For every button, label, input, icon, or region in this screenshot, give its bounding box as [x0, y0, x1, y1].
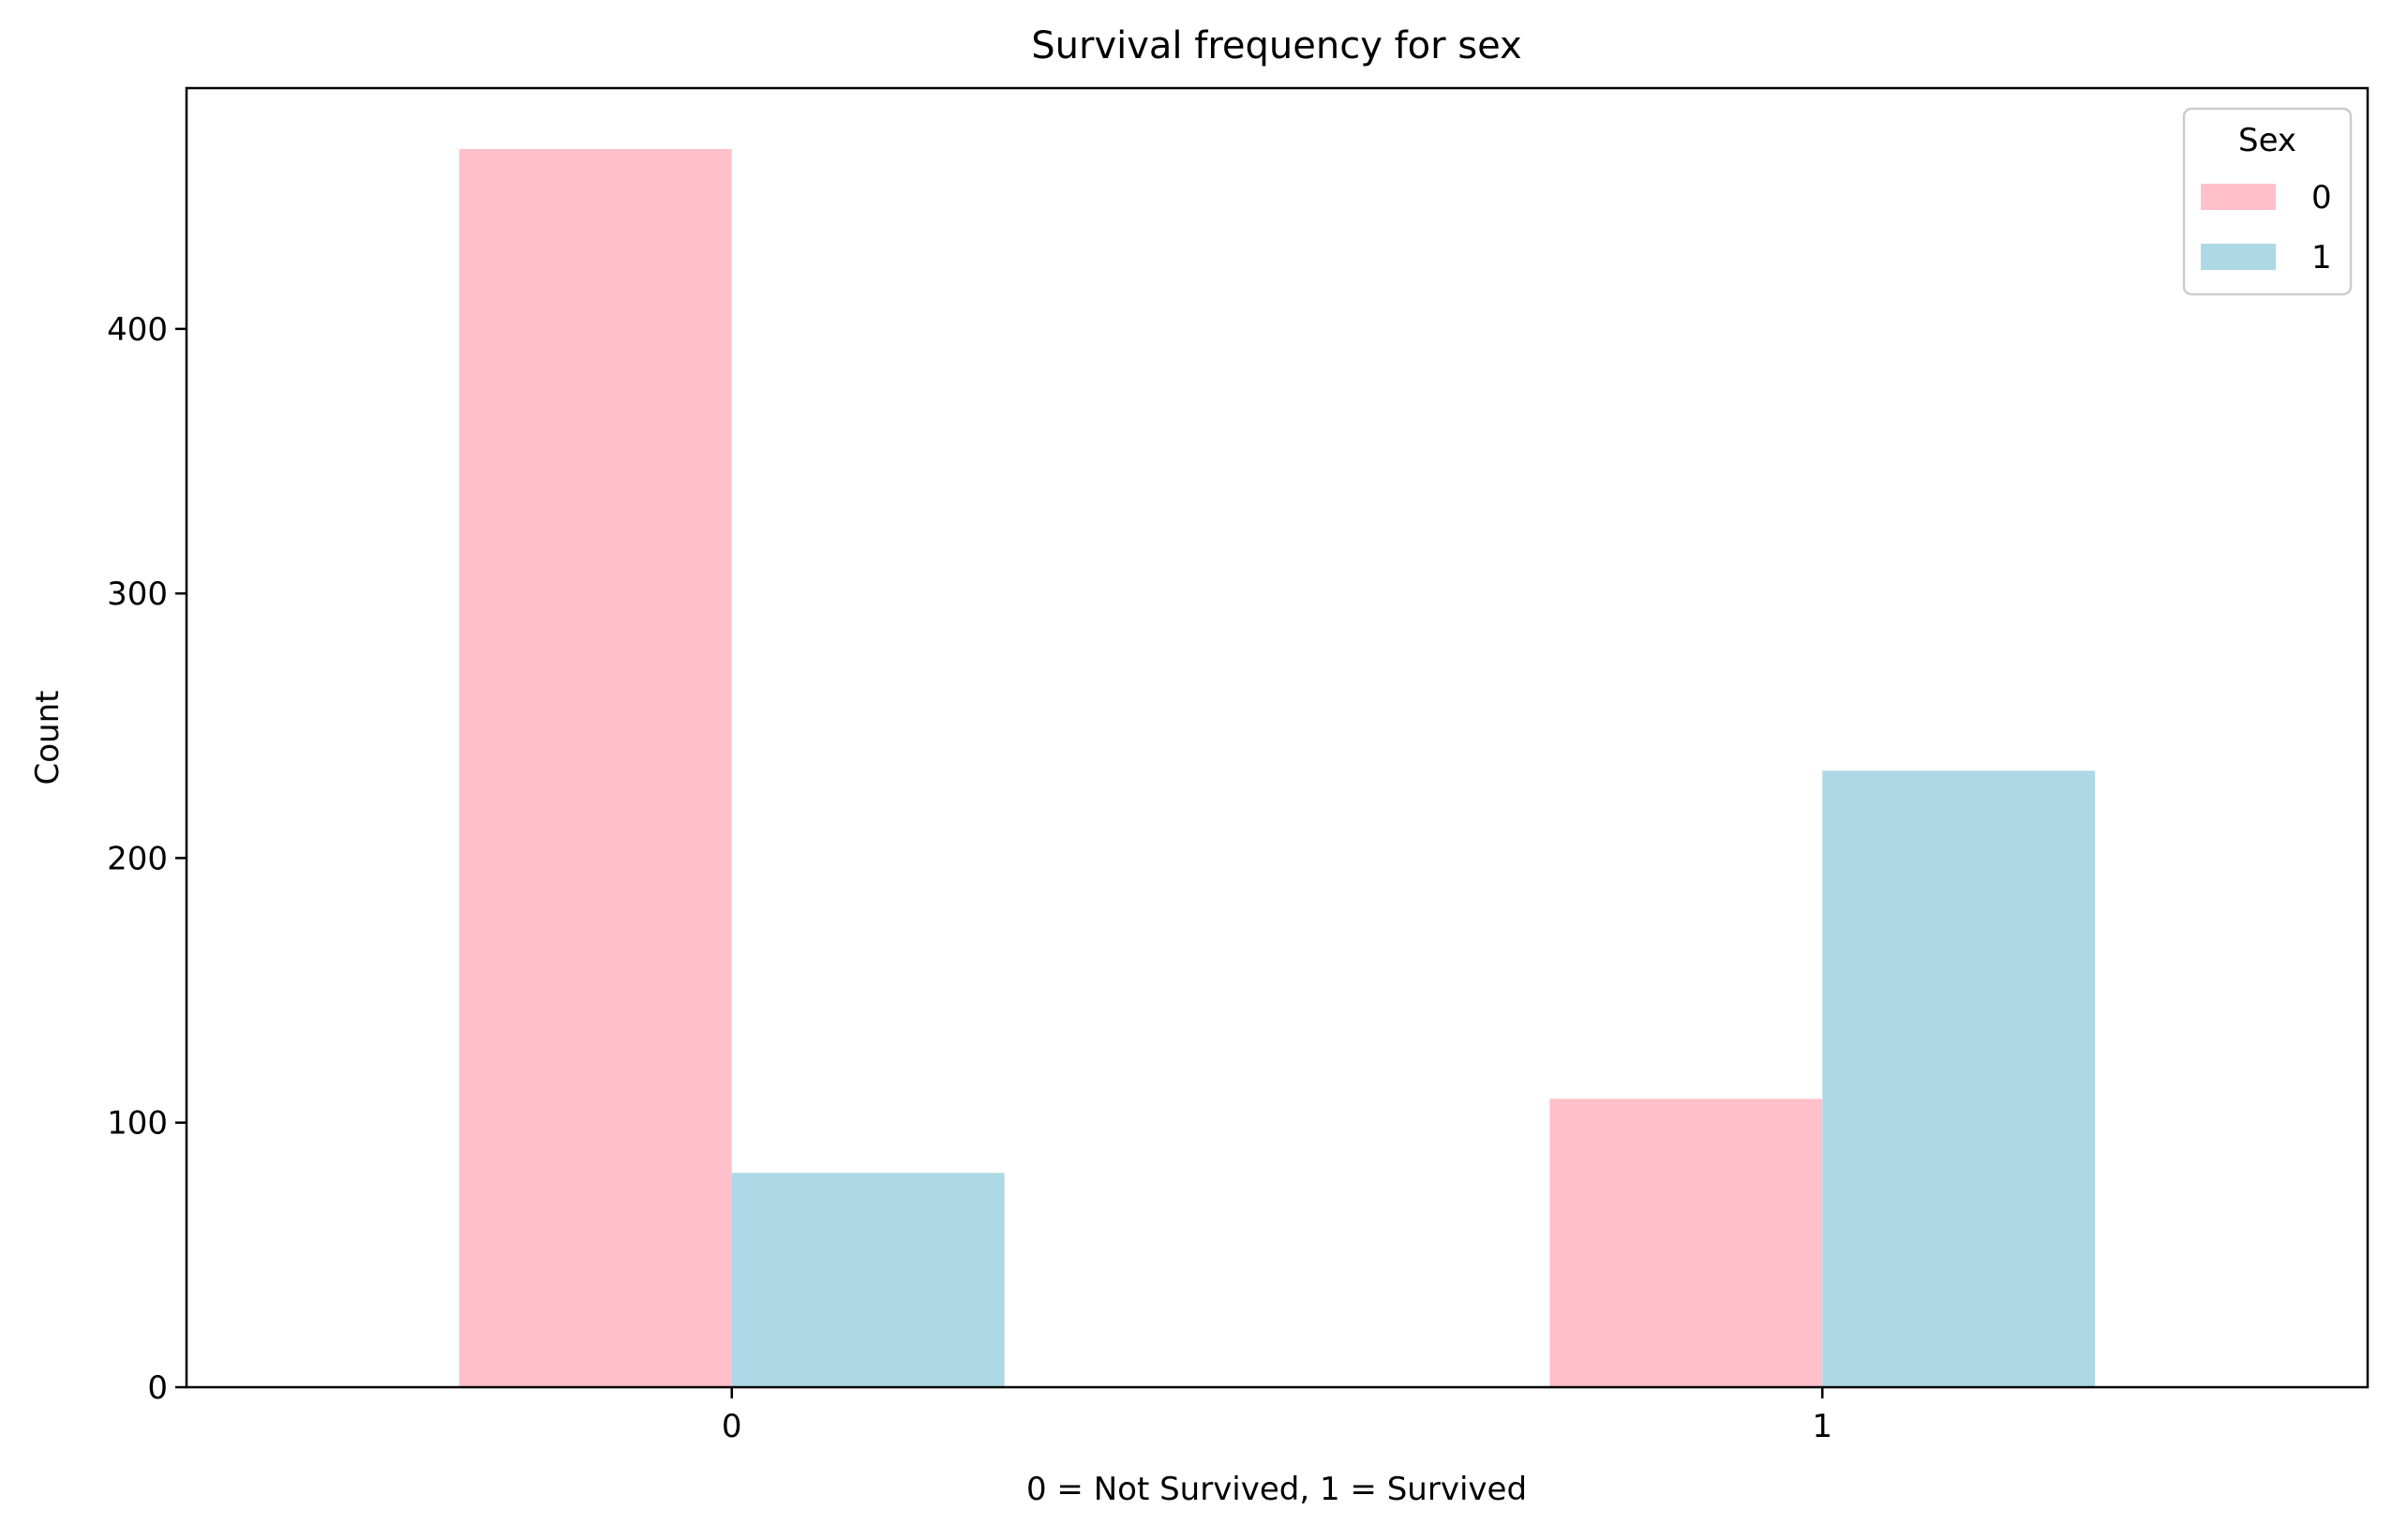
legend-swatch-series-1 — [2201, 244, 2276, 270]
legend-label-series-0: 0 — [2311, 179, 2332, 217]
bars-layer — [458, 148, 2096, 1387]
legend-swatch-series-0 — [2201, 184, 2276, 210]
y-tick-label-1: 100 — [107, 1105, 168, 1143]
legend: Sex 0 1 — [2182, 107, 2353, 296]
y-axis-label: Count — [29, 691, 67, 785]
y-tick-label-3: 300 — [107, 576, 168, 613]
bar-series-1-category-1 — [1822, 770, 2096, 1387]
legend-label-series-1: 1 — [2311, 239, 2332, 277]
x-tick-label-1: 1 — [1812, 1408, 1832, 1445]
bar-series-0-category-1 — [1549, 1099, 1823, 1387]
x-axis-label: 0 = Not Survived, 1 = Survived — [1026, 1471, 1527, 1508]
y-axis-ticks: 0 100 200 300 400 — [107, 311, 187, 1407]
plot-frame — [185, 86, 2370, 1389]
y-tick-label-2: 200 — [107, 840, 168, 877]
bar-series-1-category-0 — [731, 1173, 1005, 1387]
x-tick-label-0: 0 — [722, 1408, 742, 1445]
y-tick-label-4: 400 — [107, 311, 168, 349]
bar-series-0-category-0 — [458, 148, 732, 1387]
chart-title: Survival frequency for sex — [1031, 24, 1521, 67]
legend-title: Sex — [2238, 122, 2296, 159]
y-tick-label-0: 0 — [147, 1369, 168, 1407]
